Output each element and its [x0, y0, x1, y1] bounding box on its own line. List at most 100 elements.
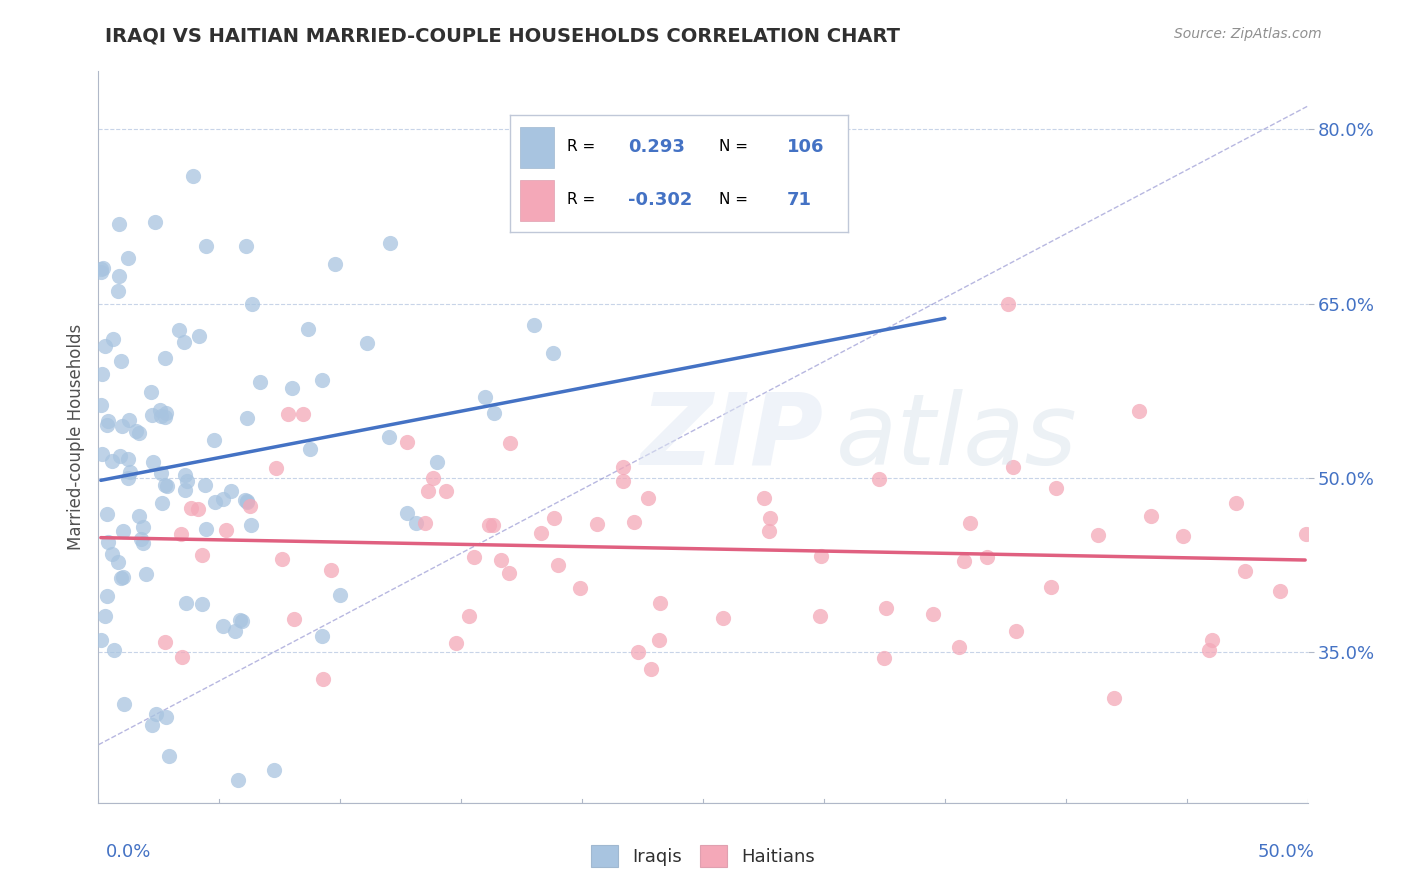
Point	[523, 318, 546, 332]
Point	[623, 515, 645, 529]
Point	[547, 558, 569, 573]
Point	[174, 596, 197, 610]
Point	[143, 215, 166, 229]
Point	[405, 516, 427, 530]
Point	[107, 555, 129, 569]
Point	[959, 516, 981, 531]
Point	[128, 425, 150, 440]
Text: ZIP: ZIP	[641, 389, 824, 485]
Point	[96, 417, 118, 432]
Point	[100, 547, 122, 561]
Point	[211, 619, 233, 633]
Point	[236, 493, 259, 508]
Point	[612, 474, 634, 488]
Point	[758, 524, 780, 538]
Point	[1171, 529, 1194, 543]
Point	[120, 465, 142, 479]
Point	[157, 749, 180, 764]
Point	[619, 170, 641, 185]
Point	[91, 367, 114, 381]
Point	[239, 517, 262, 532]
Point	[142, 455, 165, 469]
Point	[444, 636, 467, 650]
Point	[530, 526, 553, 541]
Point	[1295, 527, 1317, 541]
Point	[380, 235, 402, 250]
Point	[173, 334, 195, 349]
Point	[1270, 583, 1292, 598]
Point	[1102, 691, 1125, 706]
Text: 50.0%: 50.0%	[1258, 843, 1315, 861]
Point	[191, 597, 214, 611]
Point	[1234, 564, 1257, 578]
Point	[90, 632, 112, 647]
Point	[235, 238, 257, 252]
Point	[155, 478, 177, 492]
Point	[190, 548, 212, 562]
Point	[283, 612, 305, 626]
Point	[108, 449, 131, 463]
Point	[1039, 580, 1062, 594]
Point	[1001, 459, 1024, 474]
Point	[194, 522, 217, 536]
Point	[145, 706, 167, 721]
Point	[219, 484, 242, 499]
Point	[129, 532, 152, 546]
Point	[1198, 642, 1220, 657]
Point	[195, 239, 218, 253]
Point	[96, 589, 118, 603]
Point	[91, 447, 114, 461]
Point	[204, 495, 226, 509]
Point	[239, 500, 262, 514]
Point	[187, 502, 209, 516]
Point	[1004, 624, 1026, 638]
Point	[997, 296, 1019, 310]
Point	[543, 346, 565, 360]
Point	[90, 261, 112, 276]
Point	[922, 607, 945, 621]
Point	[299, 442, 322, 457]
Point	[808, 608, 831, 623]
Point	[90, 398, 112, 412]
Point	[91, 260, 114, 275]
Point	[118, 412, 141, 426]
Point	[153, 409, 176, 424]
Point	[231, 615, 253, 629]
Point	[976, 549, 998, 564]
Point	[586, 516, 609, 531]
Point	[110, 354, 132, 368]
Point	[128, 509, 150, 524]
Point	[413, 516, 436, 530]
Point	[311, 373, 333, 387]
Point	[150, 496, 173, 510]
Point	[141, 718, 163, 732]
Point	[149, 403, 172, 417]
Point	[132, 520, 155, 534]
Point	[124, 424, 146, 438]
Point	[215, 523, 238, 537]
Point	[759, 511, 782, 525]
Point	[489, 553, 512, 567]
Point	[868, 472, 890, 486]
Point	[612, 459, 634, 474]
Point	[155, 635, 177, 649]
Point	[107, 268, 129, 283]
Point	[112, 524, 135, 538]
Point	[117, 251, 139, 265]
Point	[458, 609, 481, 624]
Point	[481, 517, 503, 532]
Point	[97, 534, 120, 549]
Point	[176, 474, 198, 488]
Point	[181, 169, 204, 183]
Point	[180, 501, 202, 516]
Point	[110, 571, 132, 585]
Text: Source: ZipAtlas.com: Source: ZipAtlas.com	[1174, 27, 1322, 41]
Point	[249, 375, 271, 389]
Point	[463, 549, 485, 564]
Point	[568, 581, 591, 595]
Point	[377, 430, 399, 444]
Point	[436, 484, 458, 499]
Point	[170, 527, 193, 541]
Point	[174, 467, 197, 482]
Point	[194, 477, 217, 491]
